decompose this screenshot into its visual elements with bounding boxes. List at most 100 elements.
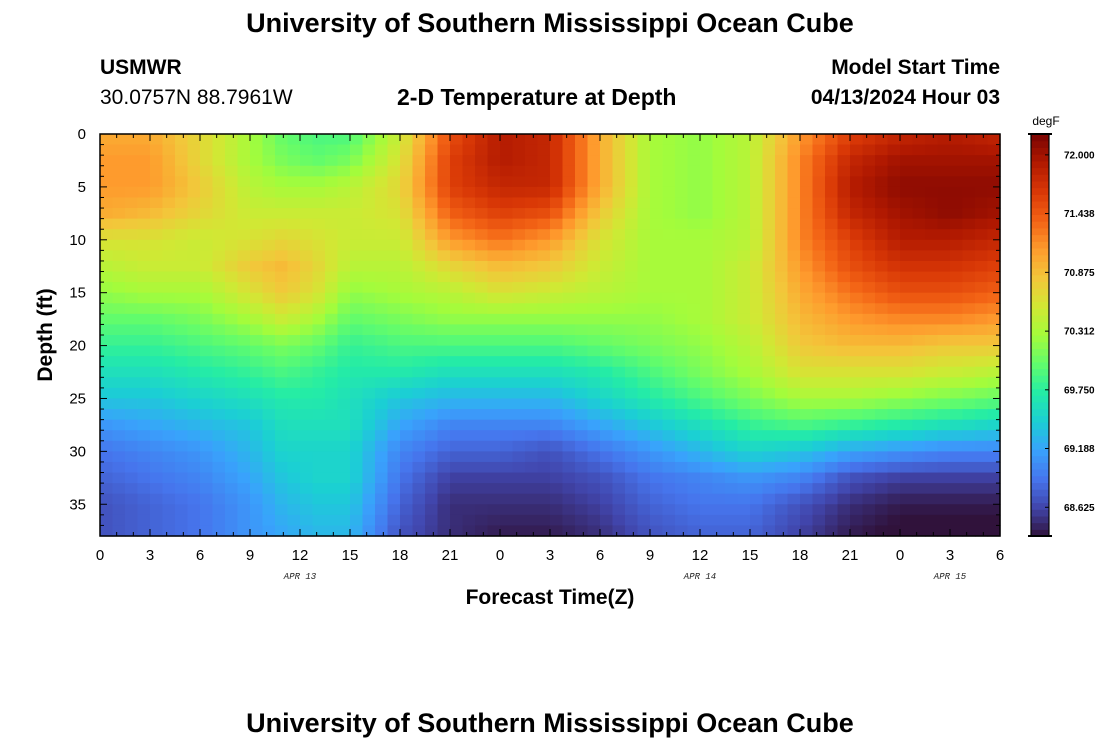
heatmap-cell: [250, 282, 264, 294]
heatmap-cell: [187, 387, 201, 400]
heatmap-cell: [862, 292, 876, 304]
heatmap-cell: [375, 493, 389, 505]
heatmap-cell: [487, 229, 501, 241]
heatmap-cell: [262, 197, 276, 209]
heatmap-cell: [275, 229, 289, 241]
heatmap-cell: [400, 271, 414, 283]
heatmap-cell: [750, 440, 764, 452]
heatmap-cell: [400, 356, 414, 368]
heatmap-cell: [962, 292, 976, 304]
heatmap-cell: [375, 387, 389, 400]
heatmap-cell: [200, 387, 214, 400]
heatmap-cell: [900, 398, 914, 410]
heatmap-cell: [587, 345, 601, 357]
heatmap-cell: [900, 419, 914, 431]
heatmap-cell: [312, 186, 326, 199]
heatmap-cell: [125, 165, 139, 177]
heatmap-cell: [387, 356, 401, 368]
heatmap-cell: [162, 176, 176, 188]
heatmap-cell: [712, 271, 726, 283]
heatmap-cell: [437, 504, 451, 516]
heatmap-cell: [675, 282, 689, 294]
heatmap-cell: [712, 176, 726, 188]
heatmap-cell: [650, 514, 664, 527]
heatmap-cell: [787, 345, 801, 357]
heatmap-cell: [837, 366, 851, 378]
heatmap-cell: [912, 504, 926, 516]
heatmap-cell: [400, 303, 414, 315]
heatmap-cell: [712, 377, 726, 389]
heatmap-cell: [387, 461, 401, 474]
heatmap-cell: [100, 303, 114, 315]
heatmap-cell: [300, 197, 314, 209]
heatmap-cell: [225, 239, 239, 251]
heatmap-cell: [725, 430, 739, 442]
heatmap-cell: [875, 218, 889, 230]
colorbar-segment: [1031, 234, 1049, 242]
heatmap-cell: [212, 197, 226, 209]
heatmap-cell: [937, 218, 951, 230]
heatmap-cell: [137, 356, 151, 368]
heatmap-cell: [162, 525, 176, 537]
heatmap-cell: [975, 239, 989, 251]
heatmap-cell: [675, 303, 689, 315]
heatmap-cell: [475, 366, 489, 378]
heatmap-cell: [887, 387, 901, 400]
heatmap-cell: [100, 144, 114, 156]
heatmap-cell: [675, 208, 689, 220]
heatmap-cell: [950, 451, 964, 463]
heatmap-cell: [262, 483, 276, 495]
heatmap-cell: [237, 165, 251, 177]
heatmap-cell: [687, 504, 701, 516]
colorbar-segment: [1031, 160, 1049, 169]
heatmap-cell: [487, 472, 501, 484]
heatmap-cell: [975, 303, 989, 315]
heatmap-cell: [237, 504, 251, 516]
heatmap-cell: [875, 461, 889, 474]
heatmap-cell: [887, 356, 901, 368]
heatmap-cell: [150, 514, 164, 527]
heatmap-cell: [100, 345, 114, 357]
heatmap-cell: [975, 271, 989, 283]
heatmap-cell: [512, 525, 526, 537]
heatmap-cell: [900, 271, 914, 283]
heatmap-cell: [300, 430, 314, 442]
heatmap-cell: [712, 218, 726, 230]
x-tick-label: 9: [646, 547, 654, 564]
heatmap-cell: [325, 313, 339, 326]
heatmap-cell: [187, 335, 201, 347]
heatmap-cell: [100, 451, 114, 463]
heatmap-cell: [862, 197, 876, 209]
heatmap-cell: [487, 451, 501, 463]
heatmap-cell: [300, 419, 314, 431]
heatmap-cell: [625, 324, 639, 336]
x-tick-label: 18: [792, 547, 809, 564]
heatmap-cell: [500, 461, 514, 474]
heatmap-cell: [712, 504, 726, 516]
heatmap-cell: [275, 208, 289, 220]
heatmap-cell: [712, 525, 726, 537]
colorbar-segment: [1031, 328, 1049, 336]
heatmap-cell: [537, 514, 551, 527]
heatmap-cell: [100, 472, 114, 484]
heatmap-cell: [137, 292, 151, 304]
heatmap-cell: [850, 419, 864, 431]
heatmap-cell: [762, 303, 776, 315]
heatmap-cell: [537, 239, 551, 251]
heatmap-cell: [687, 409, 701, 421]
heatmap-cell: [850, 176, 864, 188]
colorbar-segment: [1031, 348, 1049, 356]
x-tick-label: 3: [146, 547, 154, 564]
colorbar-segment: [1031, 335, 1049, 343]
heatmap-cell: [562, 409, 576, 421]
heatmap-cell: [850, 144, 864, 156]
heatmap-cell: [837, 260, 851, 273]
heatmap-cell: [737, 440, 751, 452]
heatmap-cell: [162, 398, 176, 410]
heatmap-cell: [775, 461, 789, 474]
heatmap-cell: [725, 324, 739, 336]
heatmap-cell: [887, 134, 901, 146]
heatmap-cell: [975, 218, 989, 230]
heatmap-cell: [962, 483, 976, 495]
heatmap-cell: [875, 313, 889, 326]
